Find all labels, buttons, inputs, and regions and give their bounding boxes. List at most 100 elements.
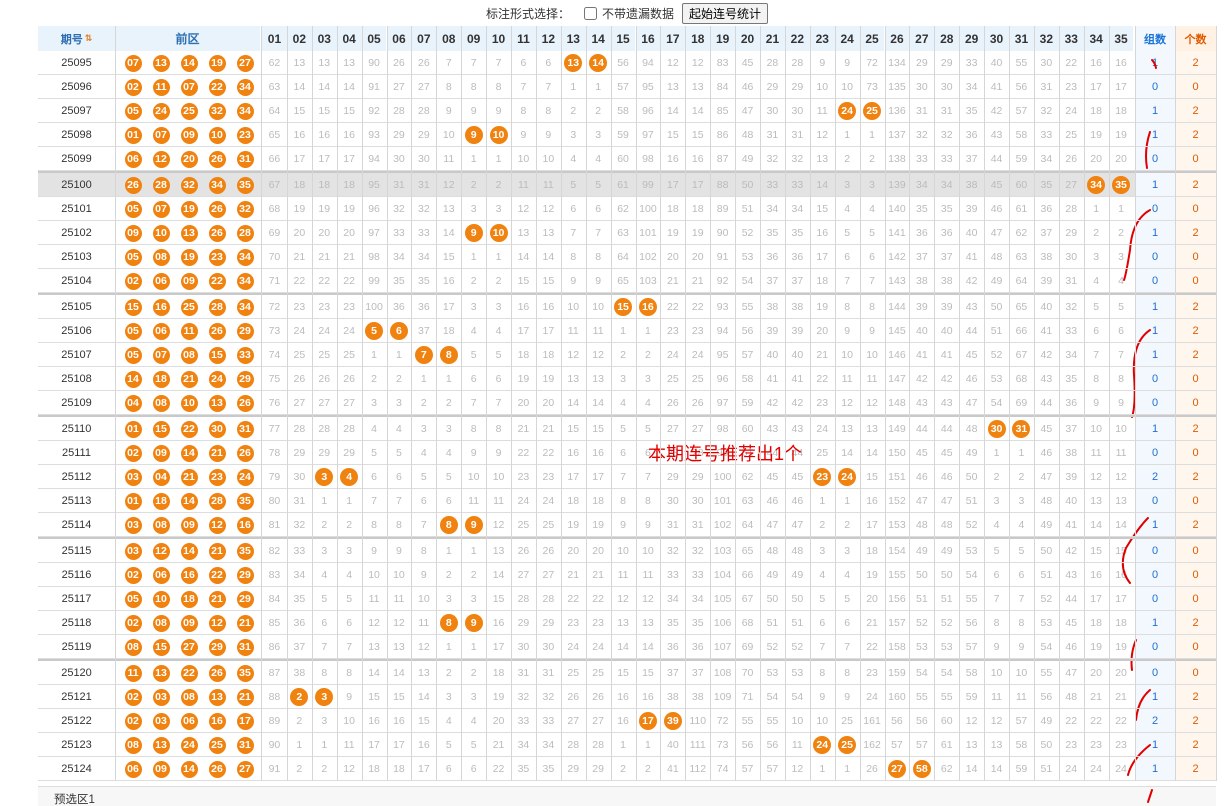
number-cell: 10 bbox=[368, 569, 380, 581]
table-row[interactable]: 25098 01 07 09 10 23 65 16 16 16 93 29 29 10 9 10 9 9 3 3 59… bbox=[38, 123, 1216, 147]
table-row[interactable]: 25123 08 13 24 25 31 90 1 1 11 17 17 16 5 5 21 34 34 28 28 1… bbox=[38, 733, 1216, 757]
number-cell: 8 bbox=[570, 251, 577, 263]
column-divider bbox=[834, 26, 836, 781]
number-cell: 144 bbox=[888, 301, 906, 313]
start-consecutive-stats-button[interactable]: 起始连号统计 bbox=[682, 2, 769, 24]
table-row[interactable]: 25096 02 11 07 22 34 63 14 14 14 91 27 27 8 8 8 7 7 1 1 57 95… bbox=[38, 75, 1216, 99]
number-cell: 11 bbox=[493, 495, 504, 507]
table-row[interactable]: 25122 02 03 06 16 17 89 2 3 10 16 16 15 4 4 20 33 33 27 27 1… bbox=[38, 709, 1216, 733]
table-row[interactable]: 25121 02 03 08 13 21 88 2 3 9 15 15 14 3 3 19 32 32 26 26 16… bbox=[38, 685, 1216, 709]
no-missing-data-checkbox[interactable] bbox=[583, 6, 597, 20]
number-cell: 68 bbox=[268, 203, 281, 215]
table-row[interactable]: 25110 01 15 22 30 31 77 28 28 28 4 4 3 3 8 8 21 21 15 15 5 5 2… bbox=[38, 417, 1216, 441]
number-cell: 41 bbox=[990, 81, 1003, 93]
table-row[interactable]: 25106 05 06 11 26 29 73 24 24 24 5 6 37 18 4 4 17 17 11 11 1… bbox=[38, 319, 1216, 343]
number-cell: 29 bbox=[343, 447, 355, 459]
table-row[interactable]: 25112 03 04 21 23 24 79 30 3 4 6 6 5 5 10 10 23 23 17 17 7 7 2… bbox=[38, 465, 1216, 489]
number-cell: 30 bbox=[417, 153, 430, 165]
number-cell: 11 bbox=[418, 617, 430, 629]
front-ball: 31 bbox=[236, 420, 254, 438]
number-cell: 25 bbox=[841, 715, 853, 727]
issue-number: 25114 bbox=[61, 519, 92, 531]
table-row[interactable]: 25113 01 18 14 28 35 80 31 1 1 7 7 6 6 11 11 24 24 18 18 8 8 3… bbox=[38, 489, 1216, 513]
table-row[interactable]: 25103 05 08 19 23 34 70 21 21 21 98 34 34 15 1 1 14 14 8 8 6… bbox=[38, 245, 1216, 269]
table-row[interactable]: 25099 06 12 20 26 31 66 17 17 17 94 30 30 11 1 1 10 10 4 4 6… bbox=[38, 147, 1216, 171]
number-cell: 2 bbox=[445, 667, 452, 679]
issue-header[interactable]: 期号 ⇅ bbox=[38, 26, 115, 51]
sort-icon[interactable]: ⇅ bbox=[84, 33, 93, 43]
number-cell: 1 bbox=[645, 325, 651, 337]
number-cell: 18 bbox=[666, 203, 679, 215]
column-divider bbox=[1058, 26, 1060, 781]
number-cell: 43 bbox=[940, 397, 953, 409]
number-cell: 9 bbox=[819, 691, 826, 703]
front-ball: 12 bbox=[208, 614, 226, 632]
number-cell: 48 bbox=[1065, 691, 1078, 703]
number-cell: 8 bbox=[371, 519, 377, 531]
number-cell: 8 bbox=[436, 343, 461, 367]
front-ball: 32 bbox=[236, 200, 254, 218]
number-cell: 12 bbox=[791, 763, 804, 775]
table-row[interactable]: 25124 06 09 14 26 27 91 2 2 12 18 18 17 6 6 22 35 35 29 29 2… bbox=[38, 757, 1216, 781]
number-cell: 19 bbox=[517, 373, 530, 385]
table-row[interactable]: 25109 04 08 10 13 26 76 27 27 27 3 3 2 2 7 7 20 20 14 14 4 4 2… bbox=[38, 391, 1216, 415]
front-ball-cell: 02 bbox=[119, 269, 147, 293]
front-ball-cell: 26 bbox=[203, 319, 231, 343]
number-cell: 11 bbox=[642, 569, 654, 581]
number-cell: 27 bbox=[542, 569, 555, 581]
number-cell: 12 bbox=[542, 203, 555, 215]
table-row[interactable]: 25104 02 06 09 22 34 71 22 22 22 99 35 35 16 2 2 15 15 9 9 6… bbox=[38, 269, 1216, 293]
number-cell: 2 bbox=[371, 373, 377, 385]
number-cell: 39 bbox=[1065, 471, 1078, 483]
number-cell: 2 bbox=[296, 715, 303, 727]
table-row[interactable]: 25119 08 15 27 29 31 86 37 7 7 13 13 12 1 1 17 30 30 24 24 1… bbox=[38, 635, 1216, 659]
number-cell: 64 bbox=[1015, 275, 1028, 287]
section-divider bbox=[38, 659, 1216, 661]
number-cell: 68 bbox=[741, 617, 754, 629]
group-count-value: 0 bbox=[1135, 635, 1175, 659]
table-row[interactable]: 25118 02 08 09 12 21 85 36 6 6 12 12 11 8 9 16 29 29 23 23 1… bbox=[38, 611, 1216, 635]
table-row[interactable]: 25100 26 28 32 34 35 67 18 18 18 95 31 31 12 2 2 11 11 5 5 6… bbox=[38, 173, 1216, 197]
front-ball-cell: 18 bbox=[175, 587, 203, 611]
table-row[interactable]: 25102 09 10 13 26 28 69 20 20 20 97 33 33 14 9 10 13 13 7 7… bbox=[38, 221, 1216, 245]
number-cell: 31 bbox=[1009, 417, 1034, 441]
number-cell: 43 bbox=[1040, 373, 1053, 385]
number-cell: 55 bbox=[766, 715, 779, 727]
number-cell: 33 bbox=[393, 227, 405, 239]
front-zone-header: 前区 bbox=[115, 26, 260, 51]
number-cell: 30 bbox=[393, 153, 405, 165]
number-cell: 63 bbox=[617, 227, 629, 239]
column-divider bbox=[286, 26, 288, 781]
table-row[interactable]: 25120 11 13 22 26 35 87 38 8 8 14 14 13 2 2 18 31 31 25 25 1… bbox=[38, 661, 1216, 685]
number-cell: 3 bbox=[869, 179, 875, 191]
number-cell: 6 bbox=[1093, 325, 1100, 337]
table-row[interactable]: 25107 05 07 08 15 33 74 25 25 25 1 1 7 8 5 5 18 18 12 12 2 2 2… bbox=[38, 343, 1216, 367]
number-cell: 30 bbox=[1040, 57, 1053, 69]
table-row[interactable]: 25095 07 13 14 19 27 62 13 13 13 90 26 26 7 7 7 6 6 13 14 56… bbox=[38, 51, 1216, 75]
table-row[interactable]: 25108 14 18 21 24 29 75 26 26 26 2 2 1 1 6 6 19 19 13 13 3 3 2… bbox=[38, 367, 1216, 391]
table-row[interactable]: 25115 03 12 14 21 35 82 33 3 3 9 9 8 1 1 13 26 26 20 20 10 10… bbox=[38, 539, 1216, 563]
number-cell: 22 bbox=[866, 641, 878, 653]
number-cell: 6 bbox=[420, 495, 427, 507]
table-row[interactable]: 25117 05 10 18 21 29 84 35 5 5 11 11 10 3 3 15 28 28 22 22 1… bbox=[38, 587, 1216, 611]
front-ball: 21 bbox=[208, 542, 226, 560]
number-cell: 14 bbox=[293, 81, 306, 93]
number-cell: 16 bbox=[1115, 569, 1127, 581]
front-ball-cell: 29 bbox=[231, 563, 259, 587]
number-cell: 75 bbox=[268, 373, 281, 385]
table-row[interactable]: 25114 03 08 09 12 16 81 32 2 2 8 8 7 8 9 12 25 25 19 19 9 9 31… bbox=[38, 513, 1216, 537]
number-cell: 36 bbox=[940, 227, 953, 239]
number-cell: 48 bbox=[940, 519, 953, 531]
table-row[interactable]: 25116 02 06 16 22 29 83 34 4 4 10 10 9 2 2 14 27 27 21 21 11… bbox=[38, 563, 1216, 587]
table-row[interactable]: 25097 05 24 25 32 34 64 15 15 15 92 28 28 9 9 9 8 8 2 2 58 96… bbox=[38, 99, 1216, 123]
number-cell: 30 bbox=[915, 81, 928, 93]
number-cell: 8 bbox=[495, 81, 502, 93]
table-row[interactable]: 25111 02 09 14 21 26 78 29 29 29 5 5 4 4 9 9 22 22 16 16 6 6 2… bbox=[38, 441, 1216, 465]
table-row[interactable]: 25105 15 16 25 28 34 72 23 23 23 100 36 36 17 3 3 16 16 10… bbox=[38, 295, 1216, 319]
number-cell: 21 bbox=[517, 423, 530, 435]
table-row[interactable]: 25101 05 07 19 26 32 68 19 19 19 96 32 32 13 3 3 12 12 6 6 6… bbox=[38, 197, 1216, 221]
number-cell: 39 bbox=[1040, 275, 1053, 287]
number-cell: 6 bbox=[387, 319, 412, 343]
row-divider bbox=[38, 684, 1216, 685]
number-cell: 18 bbox=[368, 763, 380, 775]
